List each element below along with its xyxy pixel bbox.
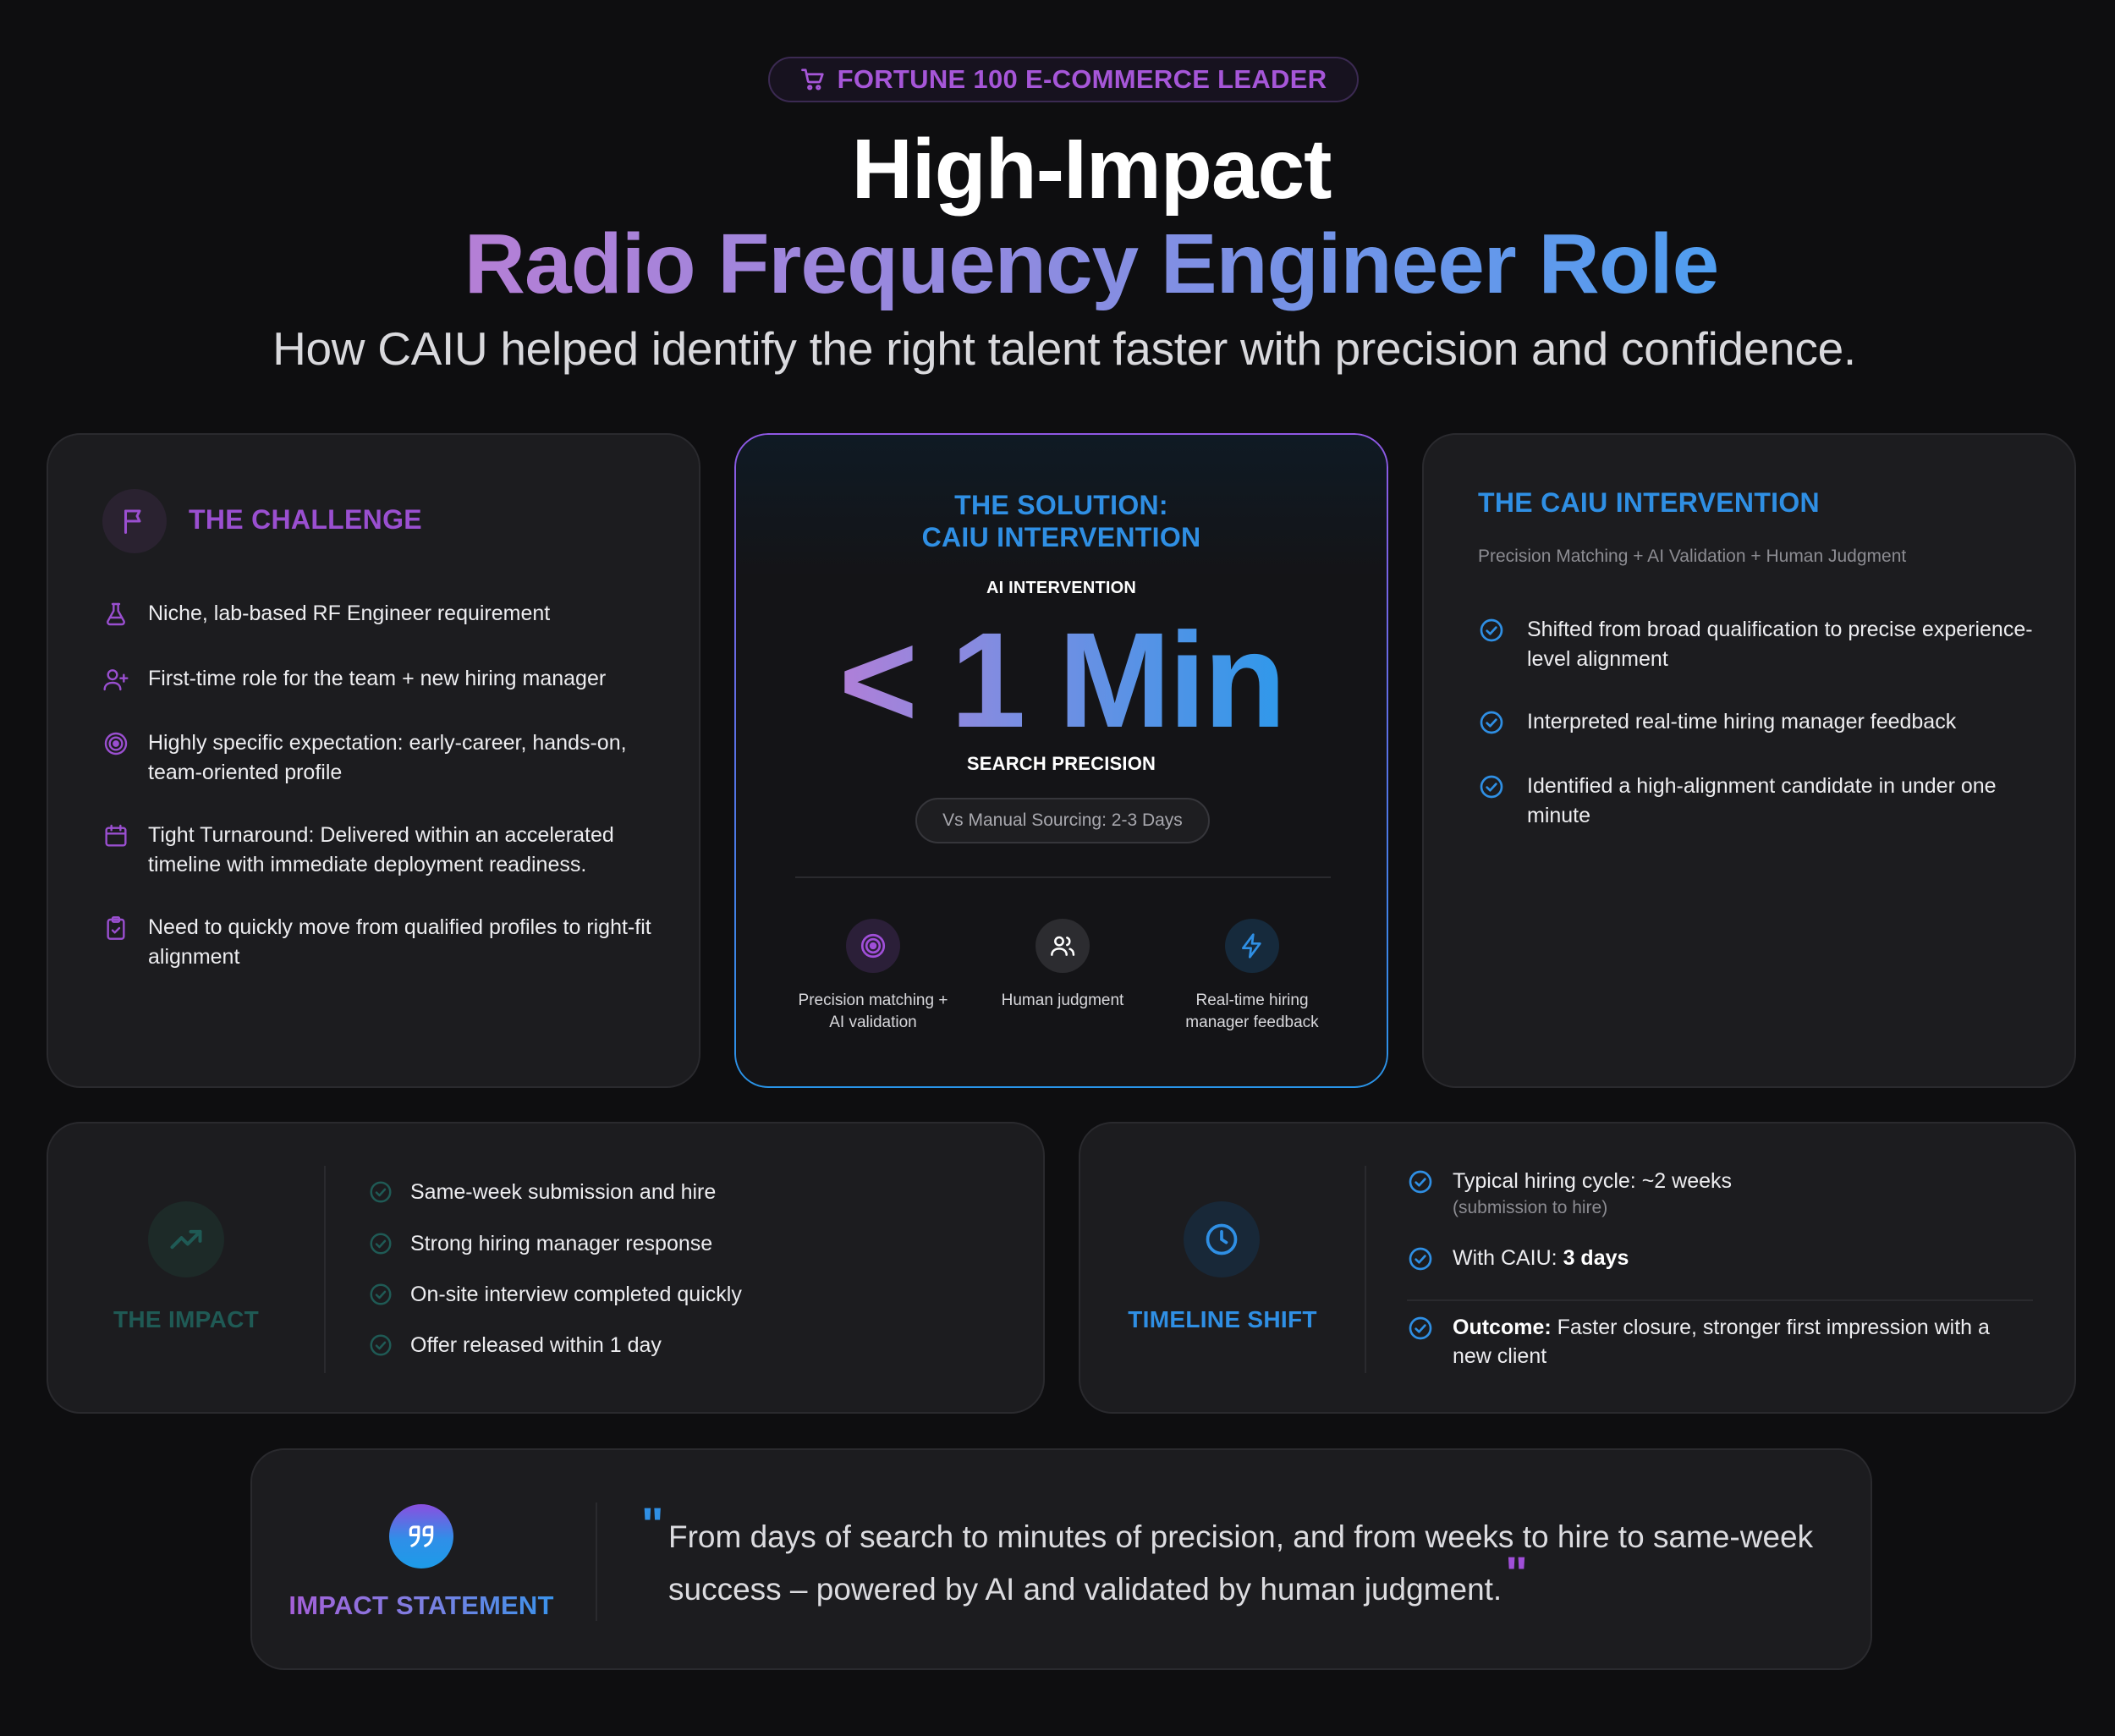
- list-item: Niche, lab-based RF Engineer requirement: [102, 599, 678, 629]
- feature-realtime-feedback: Real-time hiring manager feedback: [1151, 919, 1354, 1034]
- check-circle-icon: [1407, 1245, 1434, 1272]
- quote-icon: [389, 1504, 453, 1568]
- check-circle-icon: [368, 1282, 393, 1307]
- list-item: Strong hiring manager response: [368, 1231, 712, 1256]
- list-item: Highly specific expectation: early-caree…: [102, 728, 678, 788]
- list-item: Tight Turnaround: Delivered within an ac…: [102, 821, 678, 880]
- list-item: Shifted from broad qualification to prec…: [1478, 615, 2036, 674]
- comparison-pill: Vs Manual Sourcing: 2-3 Days: [915, 798, 1210, 843]
- trending-up-icon: [148, 1201, 224, 1277]
- challenge-card: THE CHALLENGE Niche, lab-based RF Engine…: [47, 433, 700, 1088]
- divider: [795, 876, 1331, 878]
- cart-icon: [800, 67, 826, 92]
- challenge-title: THE CHALLENGE: [189, 504, 422, 535]
- list-item: Interpreted real-time hiring manager fee…: [1478, 707, 2036, 737]
- divider: [1365, 1166, 1366, 1373]
- flask-icon: [102, 601, 129, 628]
- check-circle-icon: [1407, 1315, 1434, 1342]
- divider: [324, 1166, 326, 1373]
- page-title-line2: Radio Frequency Engineer Role: [464, 217, 1719, 311]
- clipboard-check-icon: [102, 915, 129, 942]
- open-quote-mark: ": [641, 1497, 664, 1551]
- intervention-subtitle: Precision Matching + AI Validation + Hum…: [1478, 547, 1907, 566]
- badge-label: FORTUNE 100 E-COMMERCE LEADER: [837, 64, 1327, 94]
- list-item: Same-week submission and hire: [368, 1179, 716, 1205]
- list-item: Identified a high-alignment candidate in…: [1478, 772, 2036, 831]
- calendar-icon: [102, 822, 129, 849]
- check-circle-icon: [1478, 709, 1505, 736]
- feature-human-judgment: Human judgment: [961, 919, 1164, 1012]
- list-item: With CAIU: 3 days: [1407, 1244, 2033, 1272]
- close-quote-mark: ": [1505, 1546, 1528, 1600]
- divider: [596, 1503, 597, 1621]
- clock-icon: [1184, 1201, 1260, 1277]
- list-item: First-time role for the team + new hirin…: [102, 664, 678, 694]
- timeline-card: TIMELINE SHIFT Typical hiring cycle: ~2 …: [1079, 1122, 2076, 1414]
- list-item: On-site interview completed quickly: [368, 1282, 742, 1307]
- impact-statement-card: IMPACT STATEMENT " From days of search t…: [250, 1448, 1872, 1670]
- timeline-note: (submission to hire): [1453, 1198, 1608, 1217]
- page-subtitle: How CAIU helped identify the right talen…: [272, 322, 1856, 375]
- flag-icon: [102, 489, 167, 553]
- check-circle-icon: [1478, 617, 1505, 644]
- check-circle-icon: [368, 1332, 393, 1358]
- impact-quote: From days of search to minutes of precis…: [668, 1519, 1814, 1607]
- impact-card: THE IMPACT Same-week submission and hire…: [47, 1122, 1045, 1414]
- users-icon: [1036, 919, 1090, 973]
- ai-intervention-label: AI INTERVENTION: [986, 579, 1137, 597]
- timeline-title: TIMELINE SHIFT: [1128, 1306, 1317, 1332]
- target-icon: [102, 730, 129, 757]
- list-item: Offer released within 1 day: [368, 1332, 662, 1358]
- search-precision-label: SEARCH PRECISION: [966, 753, 1156, 774]
- check-circle-icon: [1407, 1168, 1434, 1195]
- lightning-icon: [1225, 919, 1279, 973]
- check-circle-icon: [368, 1179, 393, 1205]
- feature-precision-matching: Precision matching + AI validation: [772, 919, 975, 1034]
- search-time-metric: < 1 Min: [838, 604, 1287, 755]
- impact-title: THE IMPACT: [113, 1306, 260, 1332]
- company-badge: FORTUNE 100 E-COMMERCE LEADER: [768, 57, 1359, 102]
- target-icon: [846, 919, 900, 973]
- check-circle-icon: [368, 1231, 393, 1256]
- intervention-title: THE CAIU INTERVENTION: [1478, 487, 1820, 518]
- divider: [1407, 1299, 2033, 1301]
- list-item: Need to quickly move from qualified prof…: [102, 913, 678, 972]
- impact-statement-title: IMPACT STATEMENT: [288, 1590, 554, 1620]
- solution-title: THE SOLUTION: CAIU INTERVENTION: [921, 490, 1201, 552]
- solution-card: THE SOLUTION: CAIU INTERVENTION AI INTER…: [734, 433, 1388, 1088]
- list-item: Outcome: Faster closure, stronger first …: [1407, 1313, 2033, 1371]
- intervention-card: THE CAIU INTERVENTION Precision Matching…: [1422, 433, 2076, 1088]
- user-plus-icon: [102, 666, 129, 693]
- check-circle-icon: [1478, 773, 1505, 800]
- list-item: Typical hiring cycle: ~2 weeks (submissi…: [1407, 1167, 2033, 1221]
- page-title-line1: High-Impact: [851, 122, 1332, 217]
